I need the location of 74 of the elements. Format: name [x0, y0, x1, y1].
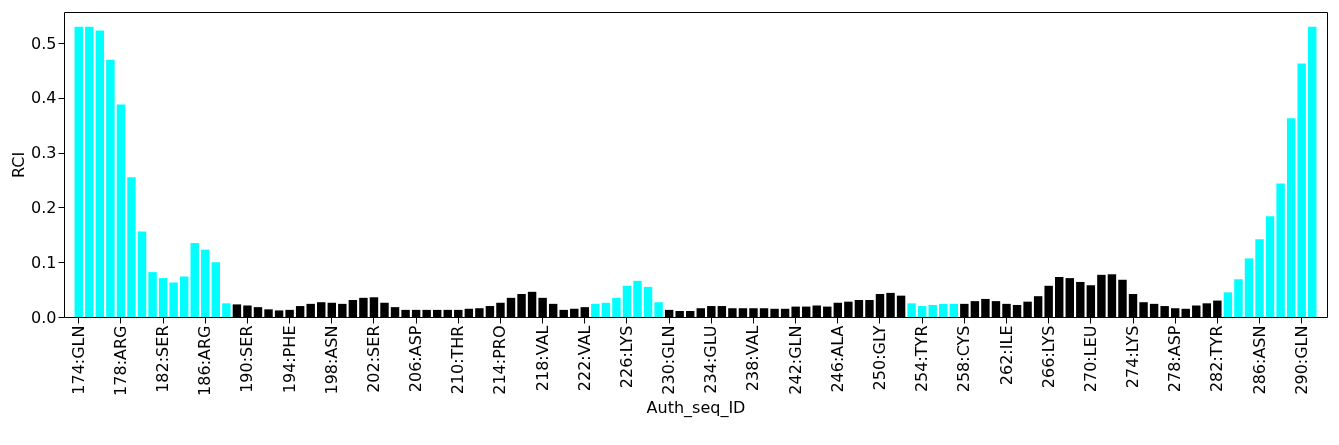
- x-tick-label: 278:ASP: [1165, 325, 1185, 393]
- x-tick-label: 214:PRO: [490, 325, 510, 395]
- x-tick-label: 174:GLN: [68, 325, 88, 395]
- x-tick-label: 258:CYS: [954, 325, 974, 393]
- x-tick-label: 194:PHE: [279, 325, 299, 394]
- x-tick-label: 226:LYS: [616, 325, 636, 389]
- bar: [148, 272, 157, 317]
- x-tick-label: 286:ASN: [1249, 325, 1269, 395]
- bar: [928, 304, 937, 317]
- bar: [74, 26, 83, 317]
- y-tick-label: 0.0: [31, 307, 57, 327]
- x-tick-label: 198:ASN: [321, 325, 341, 395]
- x-tick-label: 262:ILE: [996, 325, 1016, 386]
- bar: [190, 243, 199, 317]
- bar: [1308, 26, 1317, 317]
- bar: [907, 303, 916, 317]
- bar: [917, 306, 927, 317]
- bar: [949, 303, 959, 317]
- x-tick-label: 234:GLU: [701, 325, 721, 394]
- x-tick-label: 190:SER: [237, 325, 257, 393]
- x-tick-label: 238:VAL: [743, 325, 763, 392]
- bar: [1223, 292, 1233, 317]
- bar: [211, 262, 221, 317]
- y-tick-label: 0.3: [31, 143, 57, 163]
- bar: [137, 231, 147, 317]
- bar: [169, 282, 178, 317]
- x-tick-label: 242:GLN: [785, 325, 805, 395]
- bar: [106, 59, 115, 317]
- bar: [939, 303, 948, 317]
- bar: [643, 286, 653, 317]
- x-tick-label: 230:GLN: [659, 325, 679, 395]
- y-tick-label: 0.4: [31, 88, 57, 108]
- y-axis-title: RCI: [9, 151, 29, 179]
- x-tick-label: 250:GLY: [869, 325, 889, 391]
- bar: [591, 303, 600, 317]
- x-tick-label: 182:SER: [153, 325, 173, 393]
- x-tick-label: 274:LYS: [1123, 325, 1143, 389]
- x-tick-label: 266:LYS: [1038, 325, 1058, 389]
- x-tick-label: 206:ASP: [406, 325, 426, 393]
- x-tick-label: 186:ARG: [195, 325, 215, 396]
- bar: [222, 303, 231, 317]
- y-tick-label: 0.1: [31, 252, 57, 272]
- bar: [95, 30, 105, 317]
- x-tick-label: 282:TYR: [1207, 325, 1227, 393]
- bar: [1244, 258, 1254, 317]
- x-tick-label: 210:THR: [448, 325, 468, 395]
- x-tick-label: 290:GLN: [1291, 325, 1311, 395]
- bar: [116, 104, 126, 317]
- bar: [601, 302, 611, 317]
- x-tick-label: 270:LEU: [1080, 325, 1100, 393]
- bar: [622, 285, 632, 317]
- bar: [127, 177, 136, 317]
- x-tick-label: 254:TYR: [912, 325, 932, 393]
- bar: [179, 276, 189, 317]
- x-tick-label: 246:ALA: [827, 325, 847, 393]
- x-axis-title: Auth_seq_ID: [646, 397, 746, 418]
- x-tick-label: 222:VAL: [574, 325, 594, 392]
- bar: [1286, 118, 1296, 317]
- x-tick-label: 178:ARG: [110, 325, 130, 396]
- bar: [1234, 279, 1243, 317]
- bar: [85, 26, 94, 317]
- bar: [1265, 216, 1275, 317]
- bar: [612, 297, 621, 317]
- x-tick-label: 202:SER: [363, 325, 383, 393]
- bar: [158, 278, 168, 317]
- y-tick-label: 0.5: [31, 33, 57, 53]
- bar: [1276, 183, 1285, 317]
- bar: [633, 280, 642, 317]
- y-tick-label: 0.2: [31, 197, 57, 217]
- bar: [654, 302, 663, 317]
- x-tick-label: 218:VAL: [532, 325, 552, 392]
- bar: [1297, 63, 1306, 317]
- bar: [201, 249, 210, 317]
- bar: [1255, 239, 1264, 317]
